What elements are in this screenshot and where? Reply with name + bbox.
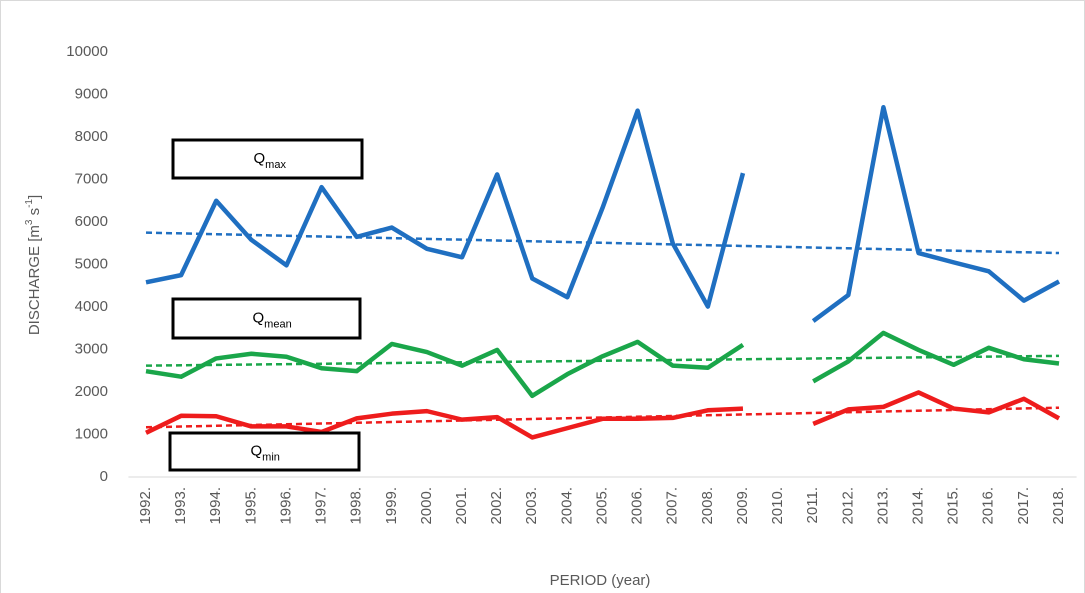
y-axis-title: DISCHARGE [m3 s-1] — [24, 195, 43, 335]
series-line — [145, 105, 1061, 323]
annotation-sub: max — [265, 159, 286, 171]
x-tick-label: 1998. — [348, 487, 365, 525]
y-tick-label: 1000 — [75, 425, 108, 442]
y-tick-label: 10000 — [66, 43, 108, 60]
x-tick-label: 1993. — [172, 487, 189, 525]
x-tick-label: 1996. — [277, 487, 294, 525]
x-tick-label: 2009. — [734, 487, 751, 525]
series-line — [145, 330, 1060, 399]
y-tick-label: 8000 — [75, 128, 108, 145]
annotation-main: Q — [253, 309, 265, 326]
trend-line — [145, 406, 1060, 429]
x-tick-label: 2008. — [699, 487, 716, 525]
y-tick-label: 4000 — [75, 298, 108, 315]
annotation-label: Qmin — [251, 442, 280, 463]
series-line — [145, 390, 1061, 440]
annotation-box — [171, 297, 362, 340]
x-tick-label: 1994. — [207, 487, 224, 525]
x-tick-label: 1999. — [383, 487, 400, 525]
y-tick-label: 6000 — [75, 213, 108, 230]
x-tick-label: 2001. — [453, 487, 470, 525]
x-tick-label: 1995. — [242, 487, 259, 525]
x-tick-label: 2002. — [488, 487, 505, 525]
y-axis-title-part: ] — [26, 195, 43, 199]
annotation-box — [168, 431, 361, 472]
annotation-main: Q — [254, 150, 266, 167]
x-tick-label: 2013. — [874, 487, 891, 525]
y-axis-title-part: s — [26, 208, 43, 220]
annotation-box — [171, 138, 364, 180]
annotation-main: Q — [251, 442, 263, 459]
x-tick-label: 2011. — [804, 487, 821, 523]
y-axis-title-part: 3 — [24, 219, 35, 225]
x-axis-title: PERIOD (year) — [550, 572, 651, 589]
annotation-sub: mean — [264, 318, 292, 330]
x-tick-label: 2018. — [1050, 487, 1067, 525]
y-tick-label: 0 — [100, 468, 108, 485]
annotation-sub: min — [262, 451, 280, 463]
y-tick-label: 2000 — [75, 383, 108, 400]
x-tick-label: 2006. — [629, 487, 646, 525]
x-tick-label: 2014. — [910, 487, 927, 525]
annotation-label: Qmax — [254, 150, 287, 171]
trend-line — [145, 354, 1060, 367]
y-tick-label: 5000 — [75, 255, 108, 272]
y-tick-label: 7000 — [75, 170, 108, 187]
x-tick-label: 2015. — [945, 487, 962, 525]
x-tick-label: 2004. — [558, 487, 575, 525]
x-tick-label: 2003. — [523, 487, 540, 525]
x-tick-label: 2012. — [839, 487, 856, 525]
x-tick-label: 2010. — [769, 487, 786, 525]
annotation-label: Qmean — [253, 309, 292, 330]
x-tick-label: 1997. — [313, 487, 330, 525]
y-tick-label: 9000 — [75, 85, 108, 102]
x-tick-label: 2000. — [418, 487, 435, 525]
x-tick-label: 1992. — [137, 487, 154, 525]
x-tick-label: 2016. — [980, 487, 997, 525]
x-tick-label: 2017. — [1015, 487, 1032, 525]
y-axis-title-part: -1 — [24, 199, 35, 208]
y-tick-label: 3000 — [75, 340, 108, 357]
y-axis-title-part: DISCHARGE [m — [26, 225, 43, 335]
x-tick-label: 2007. — [664, 487, 681, 525]
x-tick-label: 2005. — [593, 487, 610, 525]
